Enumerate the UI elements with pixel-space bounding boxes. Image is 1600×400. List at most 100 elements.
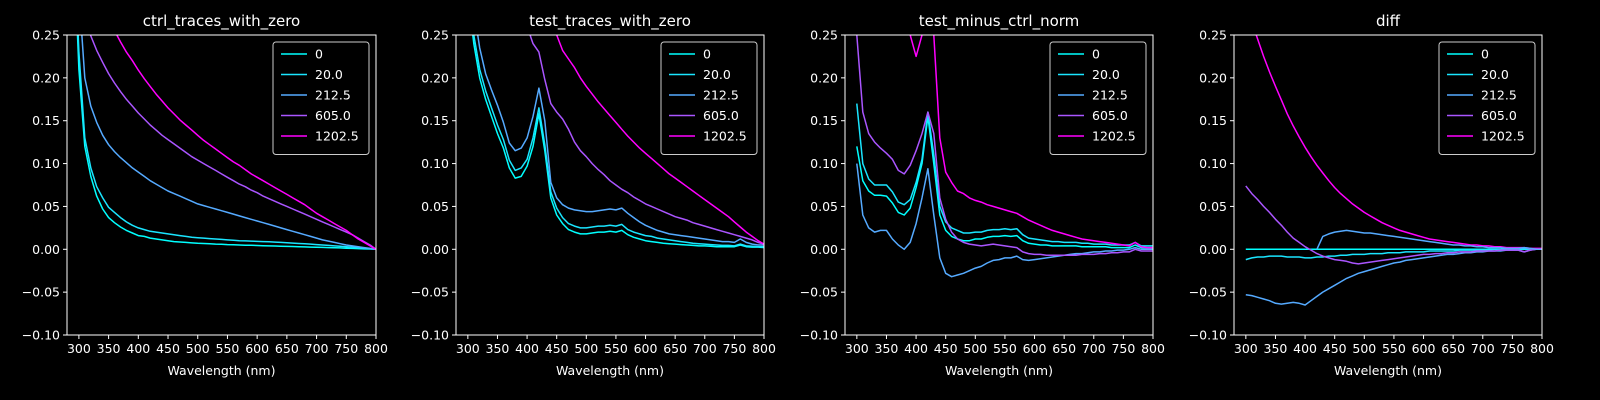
- chart-panel-3: test_minus_ctrl_norm −0.10 −0.05 0.00 0.05 0.…: [800, 12, 1165, 378]
- legend-label: 1202.5: [315, 129, 359, 144]
- legend-label: 212.5: [1481, 88, 1517, 103]
- x-tick-label: 350: [97, 341, 121, 356]
- series-layer: [472, 35, 764, 249]
- legend-label: 20.0: [703, 67, 731, 82]
- x-tick-label: 800: [1530, 341, 1554, 356]
- x-tick-label: 650: [275, 341, 299, 356]
- y-tick-label: 0.05: [421, 199, 449, 214]
- legend: 0 20.0 212.5 605.0 1202.5: [660, 41, 758, 155]
- y-tick-label: 0.25: [32, 28, 60, 43]
- x-tick-label: 350: [1264, 341, 1288, 356]
- y-tick-label: 0.00: [810, 242, 838, 257]
- y-tick-label: 0.15: [421, 113, 449, 128]
- x-tick-label: 300: [1234, 341, 1258, 356]
- plot-frame: [455, 34, 765, 336]
- x-tick-label: 700: [1082, 341, 1106, 356]
- series-line-0: [472, 35, 764, 249]
- x-axis-label: Wavelength (nm): [168, 363, 276, 378]
- chart-panel-1: ctrl_traces_with_zero −0.10 −0.05 0.00 0.05 0…: [22, 12, 388, 378]
- series-line-605.0: [89, 35, 376, 250]
- x-tick-label: 450: [545, 341, 569, 356]
- x-axis-label: Wavelength (nm): [1334, 363, 1442, 378]
- series-line-0: [76, 35, 376, 251]
- legend-label: 20.0: [1481, 67, 1509, 82]
- legend-label: 20.0: [1092, 67, 1120, 82]
- x-tick-label: 650: [663, 341, 687, 356]
- legend-label: 0: [1481, 47, 1489, 62]
- series-line-605.0: [529, 35, 764, 245]
- x-tick-label: 450: [1323, 341, 1347, 356]
- chart-panel-2: test_traces_with_zero −0.10 −0.05 0.00 0.05 0…: [411, 12, 776, 378]
- legend-label: 1202.5: [703, 129, 747, 144]
- series-layer: [856, 35, 1153, 278]
- y-tick-label: 0.00: [32, 242, 60, 257]
- series-line-20.0: [77, 35, 376, 251]
- legend-label: 605.0: [1092, 108, 1128, 123]
- chart-title: ctrl_traces_with_zero: [143, 12, 300, 31]
- y-tick-label: 0.15: [810, 113, 838, 128]
- y-tick-label: 0.20: [421, 70, 449, 85]
- legend-label: 0: [315, 47, 323, 62]
- legend: 0 20.0 212.5 605.0 1202.5: [1438, 41, 1536, 155]
- x-tick-label: 400: [126, 341, 150, 356]
- x-tick-label: 600: [245, 341, 269, 356]
- x-tick-label: 600: [634, 341, 658, 356]
- y-tick-label: −0.05: [22, 285, 60, 300]
- y-tick-label: 0.15: [1199, 113, 1227, 128]
- y-tick-label: −0.10: [800, 328, 838, 343]
- x-axis-label: Wavelength (nm): [945, 363, 1053, 378]
- y-tick-label: −0.10: [22, 328, 60, 343]
- legend-label: 605.0: [315, 108, 351, 123]
- series-line-20.0: [1245, 248, 1542, 261]
- legend-label: 212.5: [1092, 88, 1128, 103]
- series-line-212.5: [81, 35, 376, 251]
- y-tick-label: 0.25: [810, 28, 838, 43]
- series-line-1202.5: [909, 35, 1153, 249]
- y-tick-label: 0.00: [421, 242, 449, 257]
- series-line-605.0: [1245, 185, 1542, 265]
- series-line-extra: [1316, 229, 1542, 251]
- y-tick-label: 0.20: [1199, 70, 1227, 85]
- x-tick-label: 650: [1441, 341, 1465, 356]
- plot-frame: [1233, 34, 1543, 336]
- y-tick-label: 0.10: [1199, 156, 1227, 171]
- plot-frame: [66, 34, 377, 336]
- chart-title: test_traces_with_zero: [529, 12, 691, 31]
- x-tick-label: 800: [1141, 341, 1165, 356]
- x-tick-label: 700: [305, 341, 329, 356]
- plot-frame: [844, 34, 1154, 336]
- y-tick-label: 0.05: [810, 199, 838, 214]
- x-tick-label: 800: [364, 341, 388, 356]
- series-line-0: [856, 115, 1153, 249]
- y-tick-label: 0.25: [421, 28, 449, 43]
- series-line-212.5: [856, 163, 1153, 278]
- legend: 0 20.0 212.5 605.0 1202.5: [272, 41, 370, 155]
- legend-label: 212.5: [703, 88, 739, 103]
- y-tick-label: −0.10: [411, 328, 449, 343]
- legend-label: 605.0: [1481, 108, 1517, 123]
- chart-title: test_minus_ctrl_norm: [919, 12, 1080, 31]
- x-tick-label: 750: [722, 341, 746, 356]
- legend-label: 20.0: [315, 67, 343, 82]
- y-tick-label: −0.05: [800, 285, 838, 300]
- legend-label: 212.5: [315, 88, 351, 103]
- series-line-20.0: [473, 35, 764, 248]
- x-tick-label: 550: [993, 341, 1017, 356]
- series-line-1202.5: [1255, 35, 1542, 250]
- x-tick-label: 450: [934, 341, 958, 356]
- chart-panel-4: diff −0.10 −0.05 0.00 0.05 0.10 0.15 0.20 0.25 30…: [1189, 12, 1554, 378]
- x-tick-label: 450: [156, 341, 180, 356]
- x-tick-label: 400: [904, 341, 928, 356]
- y-tick-label: 0.00: [1199, 242, 1227, 257]
- y-tick-label: −0.05: [1189, 285, 1227, 300]
- x-tick-label: 300: [67, 341, 91, 356]
- x-tick-label: 350: [486, 341, 510, 356]
- y-tick-label: 0.05: [1199, 199, 1227, 214]
- legend: 0 20.0 212.5 605.0 1202.5: [1049, 41, 1147, 155]
- y-tick-label: 0.10: [810, 156, 838, 171]
- x-tick-label: 750: [334, 341, 358, 356]
- x-tick-label: 550: [216, 341, 240, 356]
- y-tick-label: −0.05: [411, 285, 449, 300]
- legend-box: [660, 41, 758, 155]
- legend-label: 1202.5: [1481, 129, 1525, 144]
